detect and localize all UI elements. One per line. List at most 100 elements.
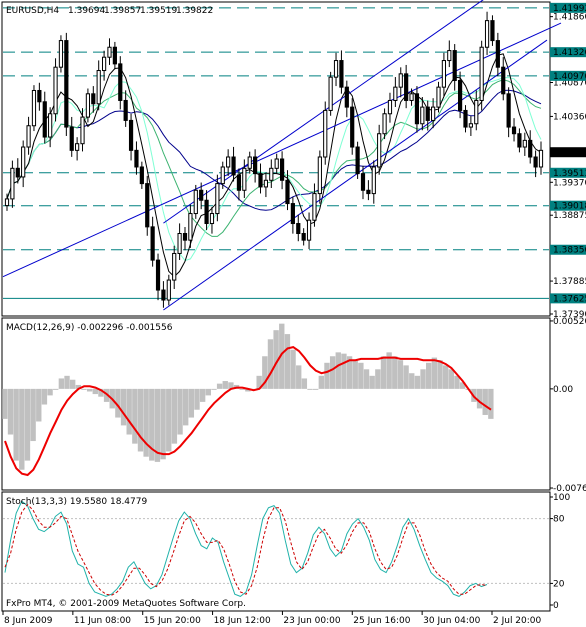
candle-body bbox=[312, 193, 317, 221]
macd-bar bbox=[216, 383, 223, 389]
candle bbox=[479, 40, 484, 111]
macd-bar bbox=[369, 375, 375, 389]
candle-body bbox=[123, 99, 128, 121]
candle-body bbox=[188, 213, 193, 241]
macd-bar bbox=[459, 382, 466, 389]
x-tick-label: 8 Jun 2009 bbox=[4, 616, 53, 626]
macd-bar bbox=[273, 330, 279, 389]
macd-bar bbox=[115, 388, 121, 418]
macd-bar bbox=[188, 388, 195, 418]
macd-bar bbox=[19, 388, 25, 470]
macd-bar bbox=[301, 378, 308, 389]
candle bbox=[279, 151, 285, 190]
x-tick-label: 11 Jun 08:00 bbox=[74, 616, 131, 626]
macd-bar bbox=[194, 388, 200, 410]
candle bbox=[48, 107, 53, 148]
candle bbox=[172, 245, 177, 289]
macd-bar bbox=[358, 362, 364, 389]
candle-body bbox=[420, 106, 425, 125]
macd-bar bbox=[69, 379, 76, 389]
ohlc-low: 1.39519 bbox=[140, 6, 177, 16]
x-tick-label: 25 Jun 16:00 bbox=[353, 616, 410, 626]
candle-body bbox=[339, 60, 344, 88]
candle-body bbox=[53, 66, 58, 115]
candle bbox=[161, 281, 166, 308]
ma-light-line bbox=[6, 77, 542, 262]
level-price-label: 1.41992 bbox=[553, 4, 586, 14]
y-tick-label: 1.40870 bbox=[553, 78, 586, 88]
candle-body bbox=[199, 189, 204, 201]
macd-bar bbox=[98, 388, 104, 397]
candle-body bbox=[323, 109, 328, 158]
candle-body bbox=[42, 101, 47, 138]
macd-bar bbox=[154, 388, 161, 462]
macd-bar bbox=[442, 365, 449, 389]
macd-signal-line bbox=[4, 346, 492, 477]
macd-bar bbox=[409, 373, 415, 389]
candle bbox=[296, 214, 301, 242]
candle bbox=[128, 113, 134, 161]
y-tick-label: 1.39370 bbox=[553, 178, 586, 188]
macd-bar bbox=[211, 388, 217, 390]
candle bbox=[139, 161, 144, 189]
macd-bar bbox=[199, 388, 206, 402]
current-price-label: 1.39822 bbox=[553, 148, 586, 158]
macd-bar bbox=[166, 388, 172, 452]
macd-bar bbox=[448, 369, 454, 389]
candle bbox=[112, 41, 117, 70]
macd-bar bbox=[420, 369, 426, 389]
x-tick-label: 15 Jun 20:00 bbox=[144, 616, 201, 626]
candle bbox=[404, 64, 409, 109]
macd-bar bbox=[392, 356, 398, 389]
macd-bar bbox=[335, 352, 341, 389]
candle bbox=[393, 77, 398, 107]
candle-body bbox=[463, 109, 468, 128]
candle-body bbox=[101, 56, 107, 72]
stoch-tick-label: 100 bbox=[553, 493, 570, 503]
candle-body bbox=[134, 149, 139, 168]
candle-body bbox=[425, 106, 430, 121]
candle-body bbox=[290, 203, 295, 225]
candle bbox=[517, 128, 522, 153]
candle-body bbox=[96, 70, 101, 105]
candle bbox=[80, 108, 85, 152]
candle-body bbox=[398, 73, 403, 88]
macd-bar bbox=[126, 388, 132, 435]
macd-tick-label: 0.005208 bbox=[553, 317, 586, 327]
ma-fast-line bbox=[6, 53, 542, 278]
candle-body bbox=[479, 46, 484, 101]
macd-bar bbox=[171, 388, 178, 444]
candle-body bbox=[4, 198, 10, 207]
candle bbox=[333, 52, 339, 87]
candle bbox=[339, 50, 344, 94]
candle-body bbox=[269, 167, 274, 181]
x-tick-label: 30 Jun 04:00 bbox=[423, 616, 480, 626]
macd-bar bbox=[183, 388, 189, 426]
macd-bar bbox=[58, 378, 65, 389]
candle bbox=[150, 216, 155, 267]
macd-bar bbox=[228, 382, 234, 389]
macd-bar bbox=[239, 388, 245, 390]
macd-bar bbox=[81, 388, 87, 390]
candle bbox=[242, 159, 247, 198]
candle-body bbox=[285, 179, 290, 205]
stoch-label: Stoch(13,3,3) 19.5580 18.4779 bbox=[6, 497, 147, 507]
candle bbox=[490, 15, 495, 46]
candle-body bbox=[328, 76, 333, 111]
candle-body bbox=[226, 156, 231, 168]
macd-bar bbox=[132, 388, 138, 444]
candle bbox=[204, 190, 209, 231]
macd-bar bbox=[454, 375, 460, 389]
macd-bar bbox=[403, 365, 409, 389]
macd-bar bbox=[205, 388, 211, 396]
candle bbox=[53, 58, 58, 122]
candle-body bbox=[404, 73, 409, 101]
candle bbox=[236, 168, 242, 201]
candle bbox=[69, 116, 74, 157]
level-price-box bbox=[550, 47, 586, 58]
candle-body bbox=[139, 166, 144, 185]
candle bbox=[134, 141, 139, 175]
candle bbox=[4, 193, 10, 211]
candle-body bbox=[511, 126, 517, 135]
